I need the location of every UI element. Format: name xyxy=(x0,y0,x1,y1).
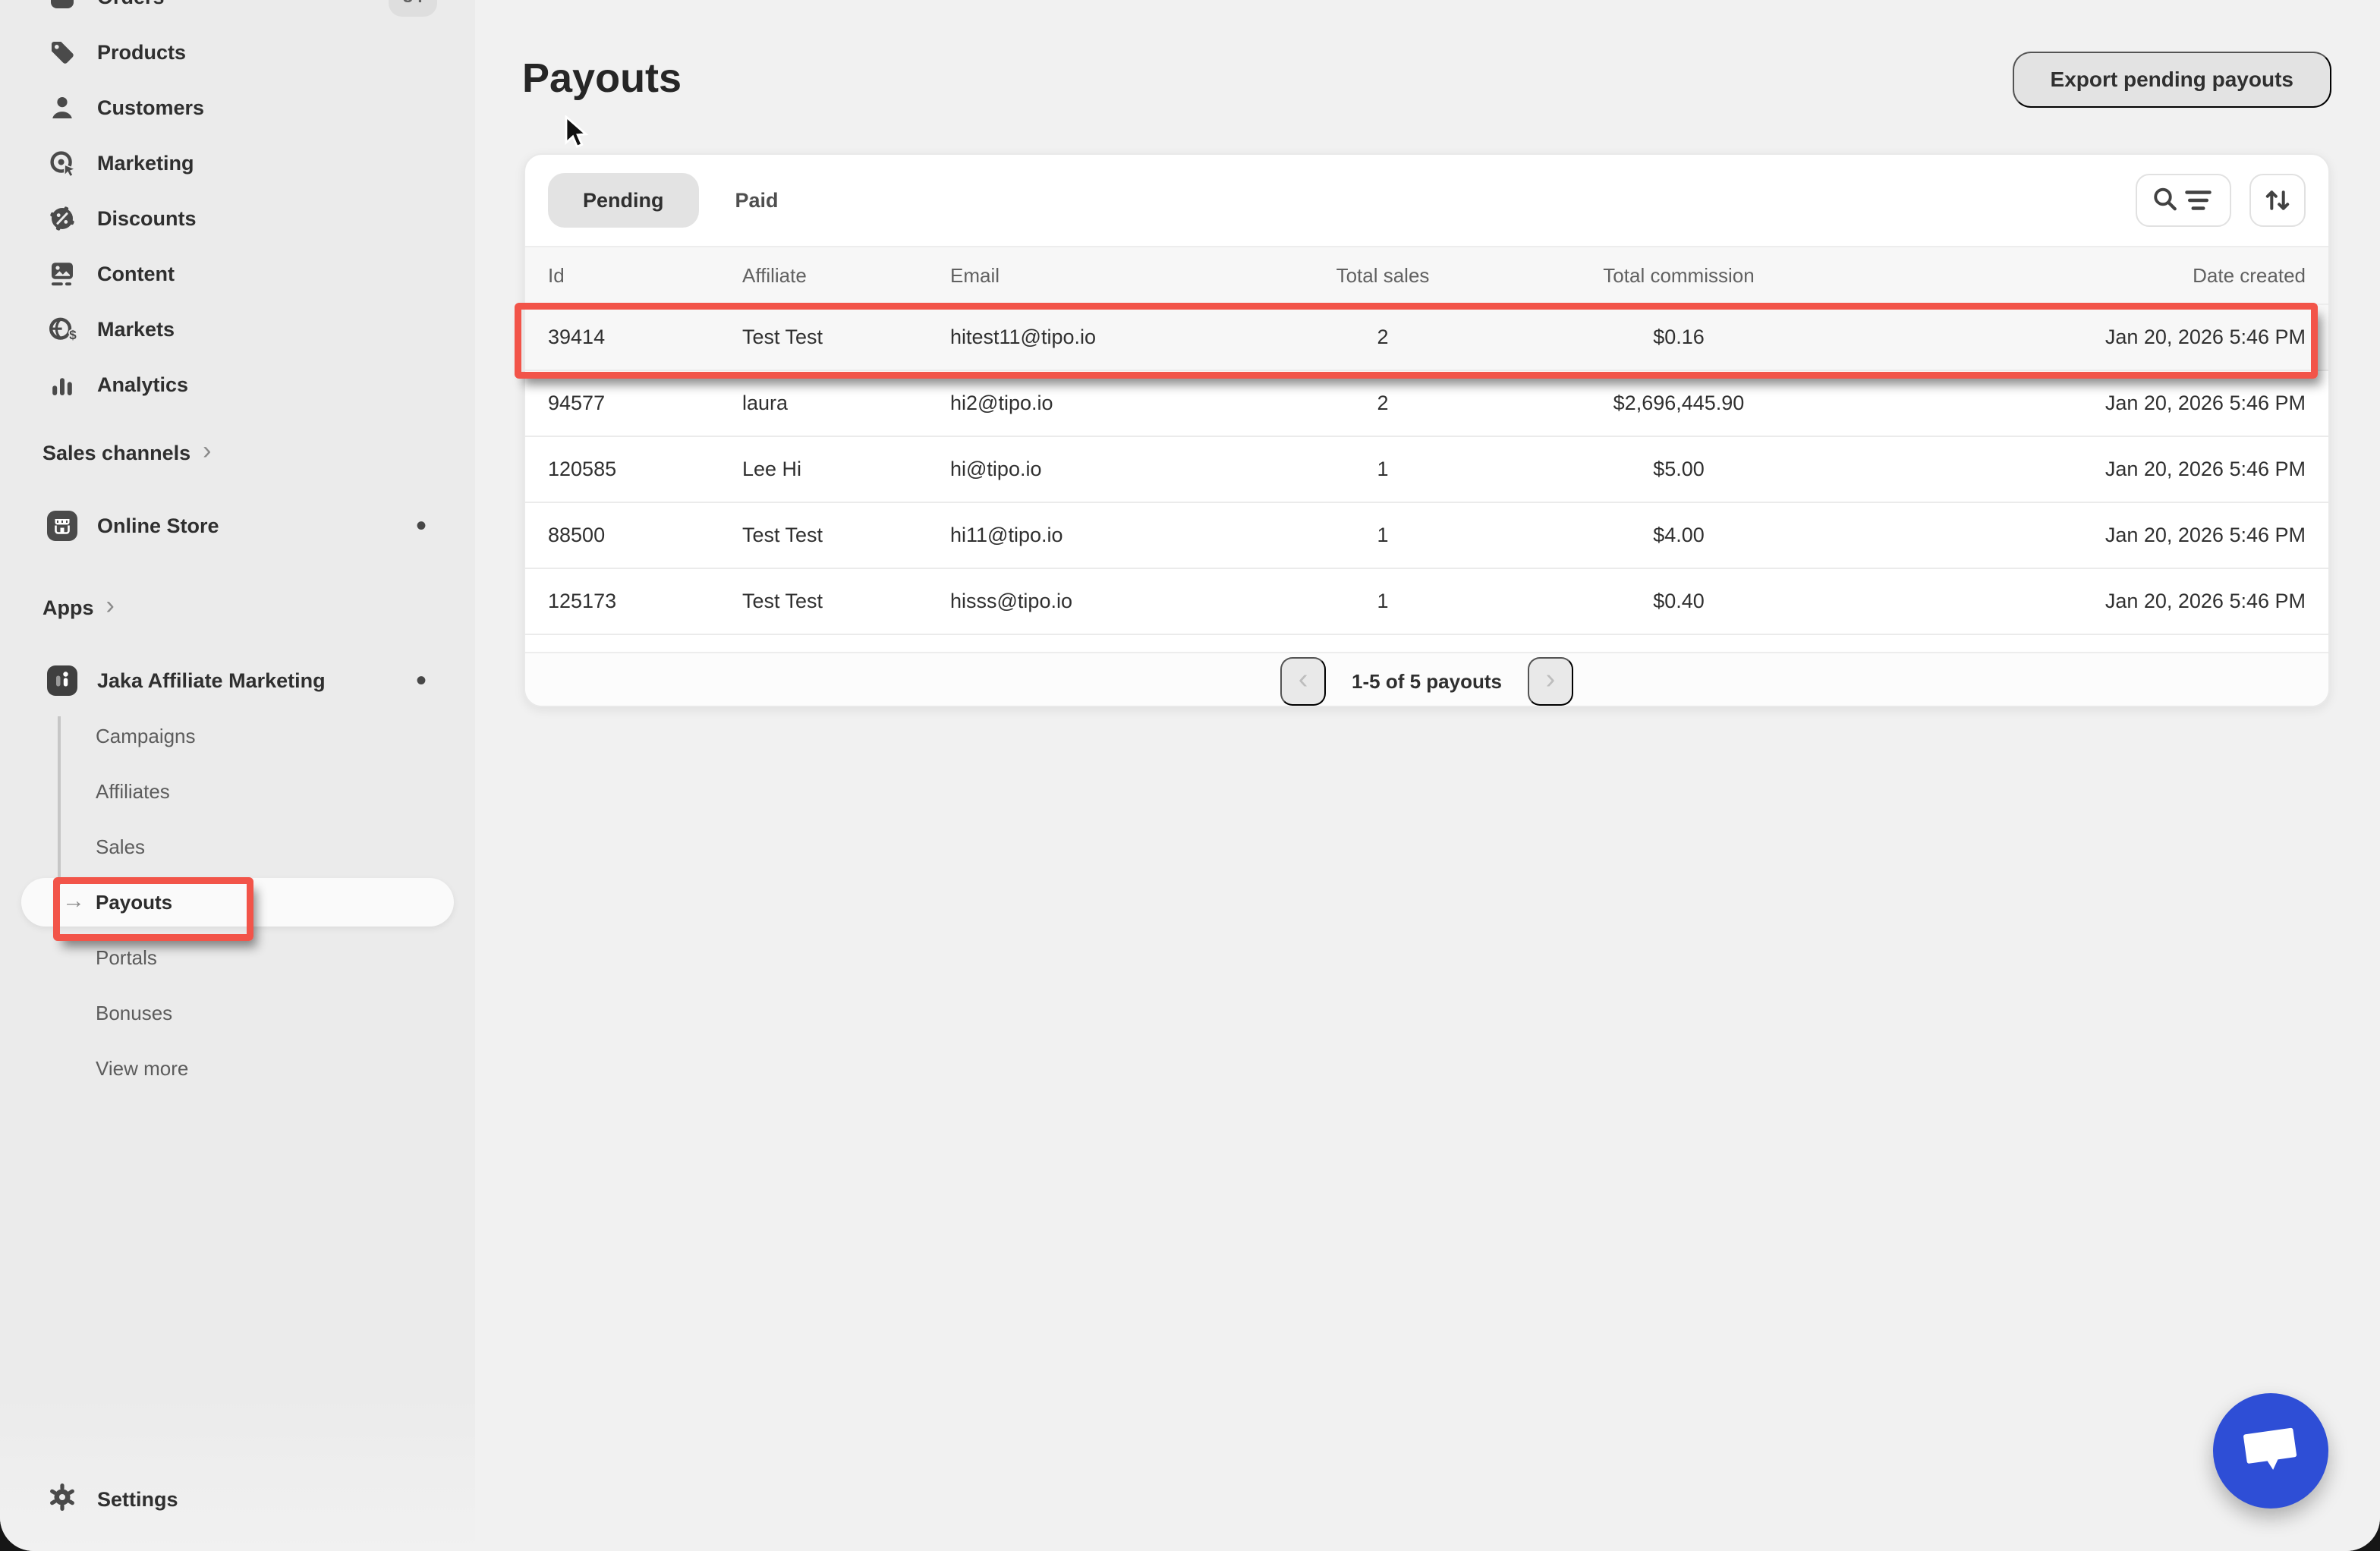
table-header: Id Affiliate Email Total sales Total com… xyxy=(525,246,2328,305)
sidebar-item-label: Products xyxy=(97,40,187,64)
gear-icon xyxy=(47,1482,77,1518)
sidebar-item-products[interactable]: Products xyxy=(21,28,454,77)
sidebar-item-label: Customers xyxy=(97,96,205,119)
submenu-item-campaigns[interactable]: Campaigns xyxy=(96,724,196,747)
col-total-commission[interactable]: Total commission xyxy=(1603,263,1755,287)
sidebar-item-app-jaka[interactable]: Jaka Affiliate Marketing • xyxy=(21,656,454,705)
main-content: Payouts Export pending payouts Pending P… xyxy=(475,0,2380,1551)
apps-header[interactable]: Apps › xyxy=(0,584,475,632)
mouse-cursor xyxy=(565,115,589,149)
target-cursor-icon xyxy=(47,148,77,178)
settings-label: Settings xyxy=(97,1487,178,1511)
sidebar-item-settings[interactable]: Settings xyxy=(0,1475,475,1524)
svg-text:$: $ xyxy=(69,328,77,342)
table-row[interactable]: 88500 Test Test hi11@tipo.io 1 $4.00 Jan… xyxy=(525,503,2328,569)
tab-paid[interactable]: Paid xyxy=(735,188,779,212)
pagination-label: 1-5 of 5 payouts xyxy=(1352,669,1502,693)
active-arrow-icon: → xyxy=(62,888,85,914)
table-bottom-gap xyxy=(525,635,2328,652)
payouts-card: Pending Paid Id xyxy=(524,153,2330,707)
sidebar-item-label: Markets xyxy=(97,317,175,341)
sidebar-nav: Orders 84 Products Customers Marketi xyxy=(0,0,475,1100)
page-title: Payouts xyxy=(522,55,682,101)
pagination-bar: ‹ 1-5 of 5 payouts › xyxy=(525,652,2328,706)
sidebar-item-analytics[interactable]: Analytics xyxy=(21,360,454,409)
submenu-item-view-more[interactable]: View more xyxy=(96,1056,189,1080)
export-pending-payouts-button[interactable]: Export pending payouts xyxy=(2012,52,2331,108)
col-date-created[interactable]: Date created xyxy=(2193,263,2306,287)
sales-channels-header[interactable]: Sales channels › xyxy=(0,429,475,477)
sidebar-item-label: Content xyxy=(97,262,175,285)
col-affiliate[interactable]: Affiliate xyxy=(742,263,807,287)
orders-icon xyxy=(47,0,77,12)
submenu-item-payouts[interactable]: → Payouts xyxy=(21,878,454,927)
search-and-filter-button[interactable] xyxy=(2136,174,2231,227)
person-icon xyxy=(47,93,77,123)
sidebar-item-orders[interactable]: Orders 84 xyxy=(21,0,454,21)
storefront-icon xyxy=(47,511,77,541)
app-icon xyxy=(47,665,77,696)
submenu-connector-line xyxy=(58,716,61,885)
status-dot: • xyxy=(415,509,427,543)
submenu-item-affiliates[interactable]: Affiliates xyxy=(96,779,170,803)
image-content-icon xyxy=(47,259,77,289)
tab-pending[interactable]: Pending xyxy=(548,173,699,228)
sidebar-item-marketing[interactable]: Marketing xyxy=(21,139,454,187)
sidebar-item-label: Jaka Affiliate Marketing xyxy=(97,669,326,692)
sidebar-item-label: Marketing xyxy=(97,151,194,175)
table-row[interactable]: 120585 Lee Hi hi@tipo.io 1 $5.00 Jan 20,… xyxy=(525,437,2328,503)
status-dot: • xyxy=(415,664,427,697)
sort-icon xyxy=(2265,190,2290,210)
chevron-right-icon: › xyxy=(105,591,115,620)
globe-dollar-icon: $ xyxy=(47,314,77,344)
pagination-prev-button[interactable]: ‹ xyxy=(1280,657,1327,706)
sidebar-item-online-store[interactable]: Online Store • xyxy=(21,502,454,550)
col-total-sales[interactable]: Total sales xyxy=(1336,263,1430,287)
sidebar-item-customers[interactable]: Customers xyxy=(21,83,454,132)
sort-button[interactable] xyxy=(2249,174,2306,227)
table-row[interactable]: 125173 Test Test hisss@tipo.io 1 $0.40 J… xyxy=(525,569,2328,635)
card-toolbar: Pending Paid xyxy=(525,155,2328,246)
chevron-right-icon: › xyxy=(203,436,212,465)
chat-launcher-button[interactable] xyxy=(2213,1393,2328,1509)
submenu-item-sales[interactable]: Sales xyxy=(96,835,146,858)
submenu-item-portals[interactable]: Portals xyxy=(96,945,157,969)
submenu-item-bonuses[interactable]: Bonuses xyxy=(96,1001,173,1024)
col-email[interactable]: Email xyxy=(950,263,1000,287)
pagination-next-button[interactable]: › xyxy=(1527,657,1573,706)
sidebar: Orders 84 Products Customers Marketi xyxy=(0,0,475,1551)
chat-bubble-icon xyxy=(2243,1427,2297,1471)
sidebar-item-label: Online Store xyxy=(97,514,219,537)
search-filter-icon xyxy=(2154,187,2212,211)
col-id[interactable]: Id xyxy=(548,263,565,287)
tag-icon xyxy=(47,37,77,68)
bar-chart-icon xyxy=(47,370,77,400)
table-row[interactable]: 39414 Test Test hitest11@tipo.io 2 $0.16… xyxy=(525,305,2328,371)
sidebar-item-discounts[interactable]: Discounts xyxy=(21,194,454,243)
sidebar-item-content[interactable]: Content xyxy=(21,250,454,298)
app-submenu: Campaigns Affiliates Sales → Payouts Por… xyxy=(0,712,475,1093)
orders-count-badge: 84 xyxy=(389,0,437,17)
sidebar-item-label: Discounts xyxy=(97,206,197,230)
discount-badge-icon xyxy=(47,203,77,234)
table-row[interactable]: 94577 laura hi2@tipo.io 2 $2,696,445.90 … xyxy=(525,371,2328,437)
sidebar-item-markets[interactable]: $ Markets xyxy=(21,305,454,354)
sidebar-item-label: Orders xyxy=(97,0,165,9)
sidebar-item-label: Analytics xyxy=(97,373,189,396)
